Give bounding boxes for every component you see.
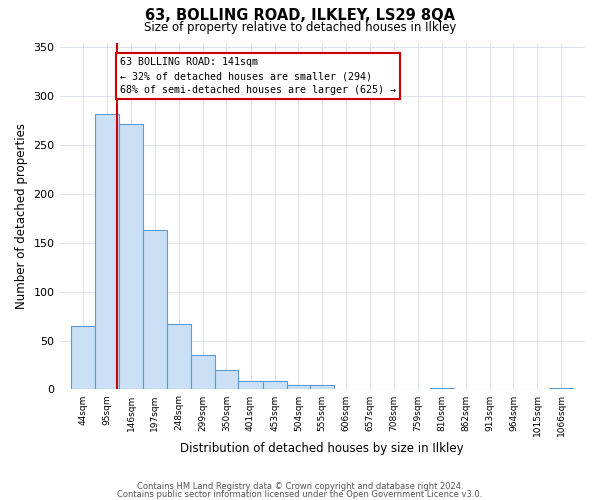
Text: Contains HM Land Registry data © Crown copyright and database right 2024.: Contains HM Land Registry data © Crown c… [137,482,463,491]
Text: 63, BOLLING ROAD, ILKLEY, LS29 8QA: 63, BOLLING ROAD, ILKLEY, LS29 8QA [145,8,455,22]
Bar [238,380,263,390]
Bar [287,384,310,390]
Bar [215,370,238,390]
Bar [549,388,573,390]
Bar [71,326,95,390]
Bar [167,324,191,390]
Y-axis label: Number of detached properties: Number of detached properties [15,123,28,309]
Text: 63 BOLLING ROAD: 141sqm
← 32% of detached houses are smaller (294)
68% of semi-d: 63 BOLLING ROAD: 141sqm ← 32% of detache… [120,57,396,95]
Bar [143,230,167,390]
Bar [263,380,287,390]
Text: Size of property relative to detached houses in Ilkley: Size of property relative to detached ho… [144,21,456,34]
Bar [430,388,454,390]
Bar [95,114,119,390]
Text: Contains public sector information licensed under the Open Government Licence v3: Contains public sector information licen… [118,490,482,499]
X-axis label: Distribution of detached houses by size in Ilkley: Distribution of detached houses by size … [181,442,464,455]
Bar [310,384,334,390]
Bar [191,356,215,390]
Bar [119,124,143,390]
